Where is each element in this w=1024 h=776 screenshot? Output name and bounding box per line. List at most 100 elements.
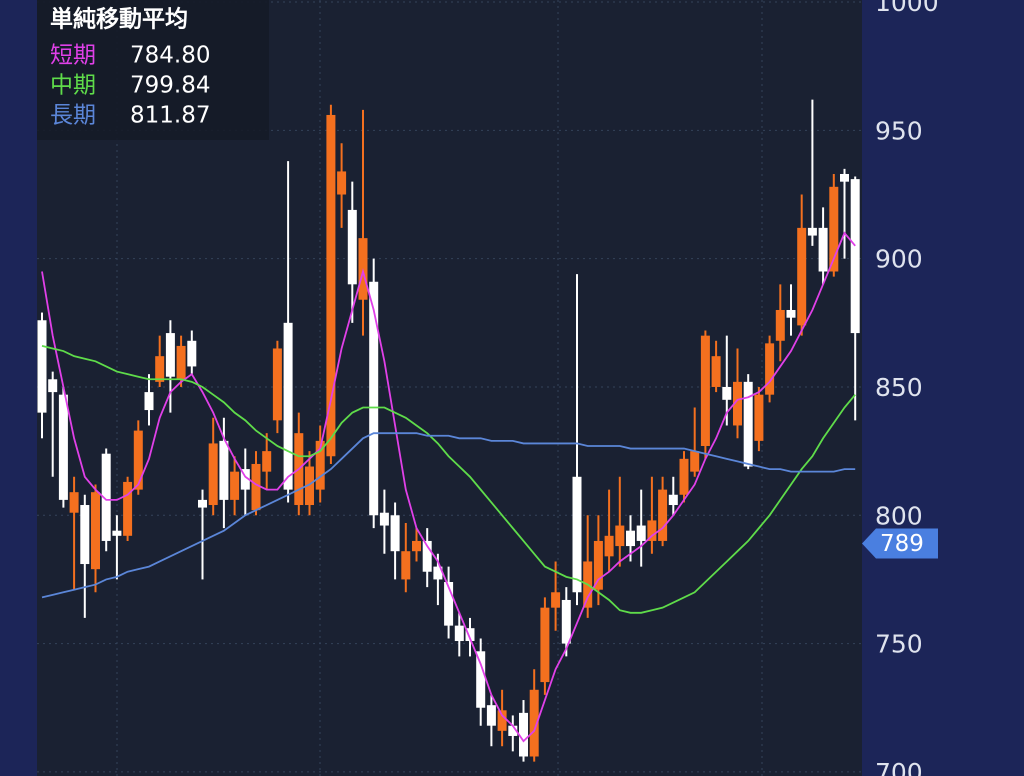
y-tick-label: 900 xyxy=(875,245,923,274)
y-tick-label: 750 xyxy=(875,630,923,659)
candle-body xyxy=(658,489,668,541)
moving-averages xyxy=(41,231,856,743)
candle-body xyxy=(604,535,614,557)
candle-body xyxy=(379,512,389,526)
candle-body xyxy=(305,466,314,506)
candle-body xyxy=(486,705,496,726)
candle-body xyxy=(775,309,785,341)
candle-body xyxy=(786,309,796,318)
candle-body xyxy=(112,530,122,536)
candle-body xyxy=(198,499,207,508)
candle-body xyxy=(369,281,379,516)
legend-name: 長期 xyxy=(50,103,96,129)
candle-body xyxy=(91,492,100,570)
candle-body xyxy=(711,356,721,387)
candle-body xyxy=(326,114,336,457)
candle-body xyxy=(187,340,197,367)
candle-body xyxy=(347,209,357,285)
candle-body xyxy=(519,712,528,757)
candle-body xyxy=(572,476,582,593)
candle-body xyxy=(283,322,293,490)
candle-body xyxy=(754,394,764,441)
candle-body xyxy=(219,440,229,500)
y-tick-label: 700 xyxy=(875,758,923,776)
candle-body xyxy=(679,458,689,495)
candle-body xyxy=(797,227,807,326)
candle-body xyxy=(412,540,421,552)
candle-body xyxy=(636,525,646,541)
candle-body xyxy=(733,381,742,426)
candle-body xyxy=(561,599,571,644)
moving-average-line xyxy=(41,345,856,614)
candle-body xyxy=(508,725,518,736)
candle-body xyxy=(551,592,561,608)
candle-body xyxy=(208,443,218,506)
candle-body xyxy=(765,343,775,395)
chart-title: 単純移動平均 xyxy=(50,6,188,33)
legend-value: 799.84 xyxy=(130,73,210,99)
candle-body xyxy=(593,540,603,590)
candle-body xyxy=(454,625,464,642)
candle-body xyxy=(722,386,732,400)
legend-name: 短期 xyxy=(50,43,96,69)
moving-average-line xyxy=(41,432,856,599)
candle-body xyxy=(529,689,539,757)
candle-body xyxy=(240,469,250,490)
candle-body xyxy=(401,551,411,580)
candle-body xyxy=(155,356,165,382)
candle-body xyxy=(422,540,432,572)
candle-body xyxy=(337,171,347,195)
candle-body xyxy=(829,186,839,272)
candle-body xyxy=(647,520,657,541)
moving-average-line xyxy=(41,231,856,743)
candle-body xyxy=(251,463,261,511)
candle-body xyxy=(144,392,154,411)
candle-body xyxy=(743,381,753,467)
candle-body xyxy=(850,179,860,334)
candle-body xyxy=(465,628,475,642)
candle-body xyxy=(315,440,325,490)
legend: 単純移動平均 短期 784.80 中期 799.84 長期 811.87 xyxy=(37,0,269,140)
current-price-label: 789 xyxy=(880,531,924,557)
candles xyxy=(37,99,860,762)
candle-body xyxy=(37,320,47,413)
candle-body xyxy=(433,566,443,580)
y-tick-label: 800 xyxy=(875,501,923,530)
y-axis: 700 750 800 850 900 950 1000 789 xyxy=(862,0,939,776)
y-tick-label: 1000 xyxy=(875,0,939,17)
candle-body xyxy=(176,345,186,380)
legend-value: 811.87 xyxy=(130,103,210,129)
candle-body xyxy=(123,481,133,536)
candle-body xyxy=(690,451,700,472)
candle-body xyxy=(444,582,454,626)
y-tick-label: 850 xyxy=(875,373,923,402)
candle-body xyxy=(230,471,240,500)
legend-value: 784.80 xyxy=(130,43,210,69)
candle-body xyxy=(818,227,828,272)
current-price-tag xyxy=(862,528,938,559)
candle-body xyxy=(476,651,486,708)
candle-body xyxy=(807,227,817,236)
candle-body xyxy=(700,335,710,446)
candle-body xyxy=(262,451,272,472)
candle-body xyxy=(497,710,507,731)
candle-body xyxy=(101,453,111,541)
candle-body xyxy=(48,379,58,393)
legend-name: 中期 xyxy=(50,73,96,99)
candle-body xyxy=(80,505,90,565)
candle-body xyxy=(165,333,175,377)
candle-body xyxy=(272,348,282,421)
legend-box xyxy=(37,0,269,140)
candle-body xyxy=(390,515,400,552)
candle-body xyxy=(615,525,625,547)
candle-body xyxy=(69,492,79,513)
candle-body xyxy=(668,494,678,506)
candle-body xyxy=(626,530,635,547)
y-tick-label: 950 xyxy=(875,116,923,145)
candle-body xyxy=(540,607,550,683)
candle-body xyxy=(840,173,849,182)
candle-body xyxy=(133,430,143,490)
candle-body xyxy=(58,394,68,500)
